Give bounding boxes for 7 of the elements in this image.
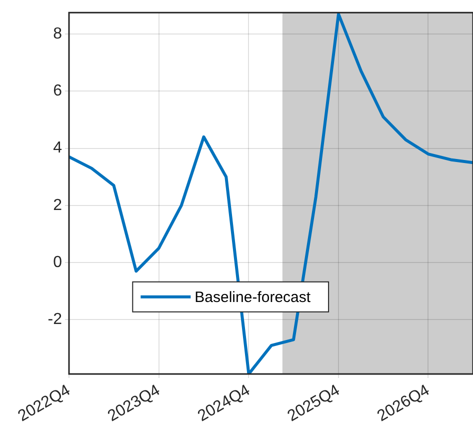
y-tick-label: 8 [53,25,62,42]
legend-label: Baseline-forecast [194,288,312,306]
y-tick-label: 2 [53,196,62,214]
y-tick-label: 0 [53,254,62,271]
y-tick-label: -2 [48,311,62,328]
y-tick-label: 6 [53,82,62,100]
y-tick-label: 4 [53,140,62,157]
